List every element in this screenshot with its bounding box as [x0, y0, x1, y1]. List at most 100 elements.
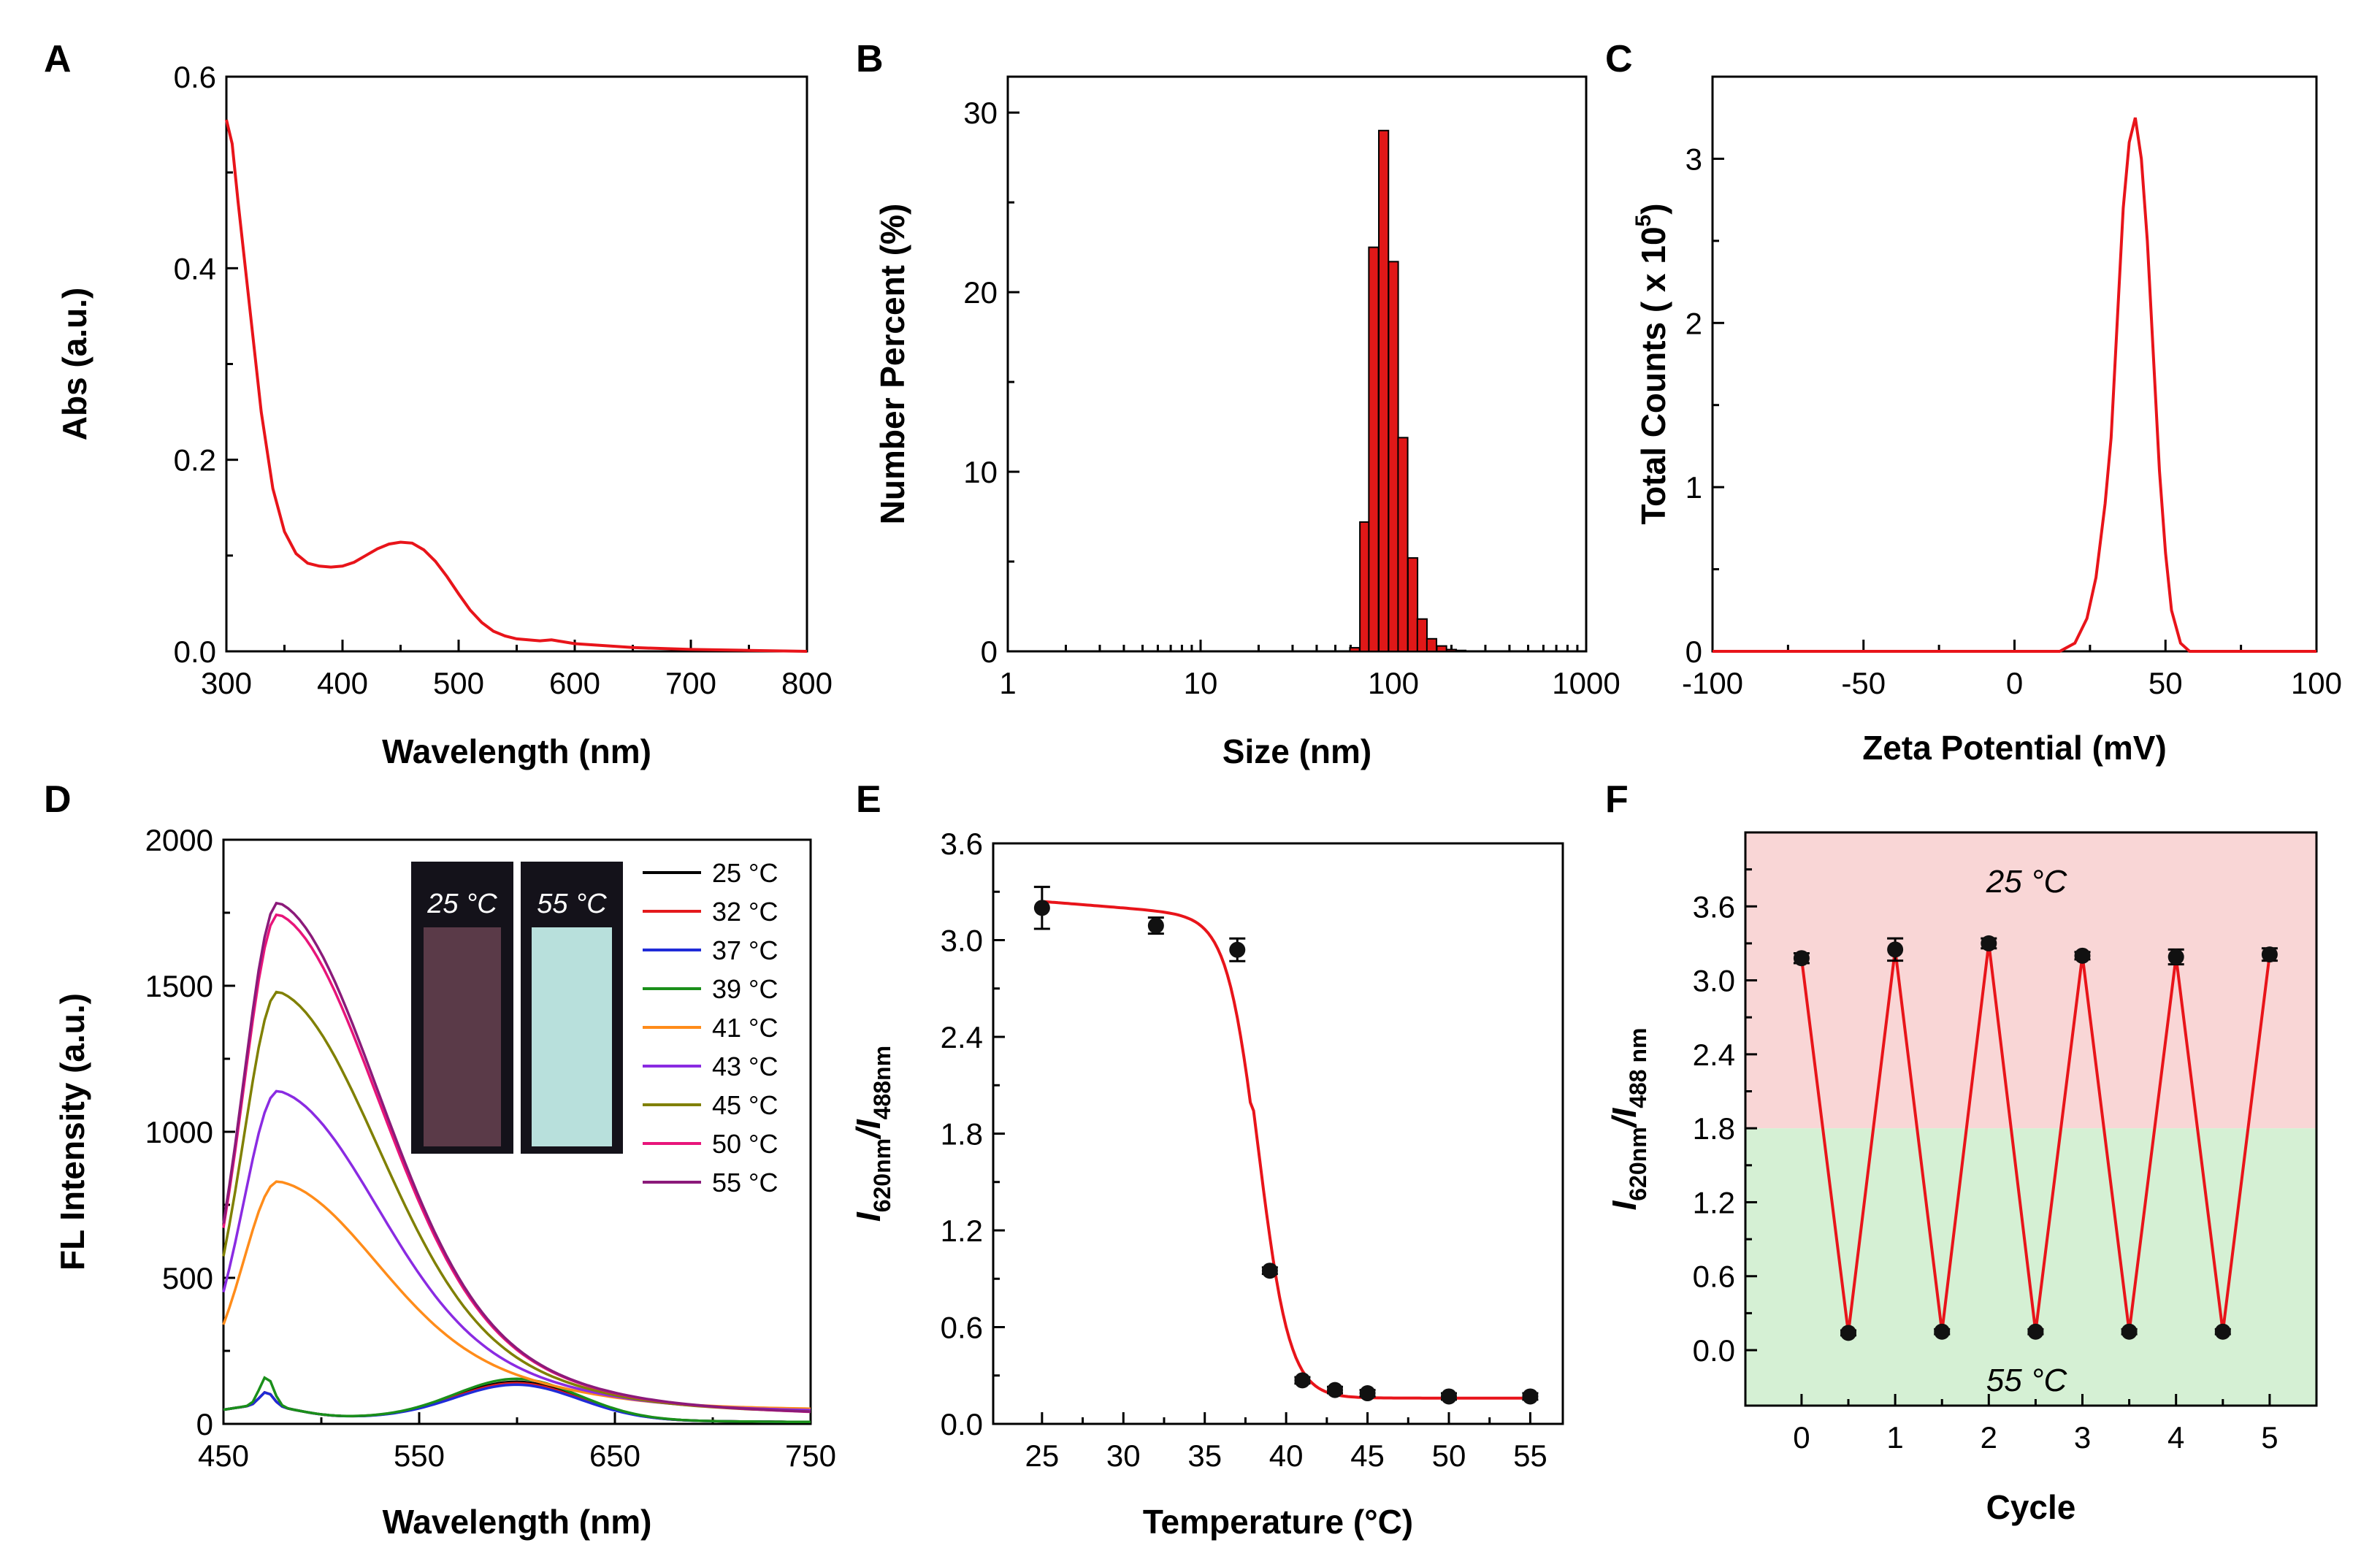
y-tick-label: 3 — [1685, 142, 1702, 176]
legend-label: 32 °C — [712, 897, 778, 927]
panel-label-c: C — [1605, 38, 1633, 80]
x-tick-label: 50 — [1432, 1438, 1466, 1473]
data-point — [1934, 1323, 1951, 1340]
x-tick-label: 450 — [198, 1438, 249, 1473]
y-tick-label: 0.0 — [1693, 1333, 1735, 1368]
fl-spectrum-line — [222, 1180, 811, 1410]
x-tick-label: 5 — [2261, 1420, 2278, 1455]
y-tick-label: 0.2 — [174, 443, 216, 478]
y-tick-label: 1000 — [145, 1115, 213, 1149]
x-tick-label: 700 — [665, 666, 716, 700]
inset-label-25: 25 °C — [426, 889, 497, 919]
x-axis-title: Wavelength (nm) — [382, 732, 651, 770]
fl-spectrum-line — [223, 1380, 811, 1424]
x-tick-label: -100 — [1682, 666, 1743, 700]
y-tick-label: 0 — [1685, 635, 1702, 669]
x-tick-label: 400 — [317, 666, 368, 700]
data-point — [1147, 917, 1164, 934]
y-tick-label: 30 — [963, 96, 998, 130]
plot-frame — [992, 842, 1564, 1425]
x-axis-title: Temperature (°C) — [1143, 1503, 1413, 1541]
x-axis-title: Zeta Potential (mV) — [1862, 729, 2167, 767]
data-point — [2167, 949, 2184, 965]
x-axis-title: Cycle — [1986, 1488, 2076, 1526]
y-tick-label: 1.8 — [941, 1117, 983, 1152]
x-tick-label: 1 — [1886, 1420, 1903, 1455]
band-25c — [1745, 832, 2316, 1129]
legend-label: 41 °C — [712, 1013, 778, 1043]
data-point — [1981, 935, 1997, 951]
inset-cuvette-55 — [532, 927, 612, 1146]
size-bar — [1397, 437, 1409, 652]
y-tick-label: 2000 — [145, 823, 213, 857]
y-tick-label: 0.6 — [941, 1311, 983, 1345]
y-axis-title-mid: /I — [1605, 1108, 1643, 1129]
legend-label: 25 °C — [712, 858, 778, 888]
y-tick-label: 3.6 — [941, 827, 983, 861]
x-tick-label: 600 — [549, 666, 600, 700]
y-tick-label: 3.0 — [941, 924, 983, 958]
panel-f: 0 1 2 3 4 5 0.0 0.6 1.2 1.8 2.4 3.0 3.6 25 °C 55 °C Cyc… — [1605, 778, 2318, 1526]
fit-curve — [1041, 900, 1527, 1400]
size-bar — [1436, 645, 1447, 653]
y-axis-title-sub: 620nm — [1625, 1127, 1651, 1200]
x-axis-title: Wavelength (nm) — [383, 1503, 652, 1541]
y-axis-title-sub: 488nm — [869, 1046, 895, 1119]
y-tick-label: 500 — [162, 1261, 213, 1295]
data-point — [2074, 947, 2091, 964]
inset-cuvette-25 — [424, 927, 501, 1146]
y-tick-label: 1 — [1685, 470, 1702, 505]
size-bar — [1368, 246, 1380, 652]
y-tick-label: 1.2 — [1693, 1185, 1735, 1219]
y-axis-title-sub: 620nm — [869, 1138, 895, 1212]
panel-label-b: B — [856, 38, 884, 80]
y-axis-title-mid: /I — [849, 1119, 887, 1140]
data-point — [1327, 1382, 1343, 1398]
data-point — [1294, 1372, 1311, 1389]
y-tick-label: 0 — [981, 635, 998, 669]
y-axis-title-sup: 5 — [1631, 215, 1656, 227]
panel-c: -100 -50 0 50 100 0 1 2 3 Zeta Potential (mV) Tota… — [1605, 38, 2342, 767]
data-point — [1522, 1388, 1539, 1405]
panel-label-e: E — [856, 778, 881, 821]
y-axis-title: I620nm/I488nm — [849, 1046, 895, 1222]
y-tick-label: 0.6 — [174, 60, 216, 94]
panel-label-d: D — [44, 778, 72, 821]
y-tick-label: 3.0 — [1693, 964, 1735, 998]
panel-b: 1 10 100 1000 0 10 20 30 Size (nm) Number Percent… — [856, 38, 1621, 770]
legend-label: 39 °C — [712, 974, 778, 1004]
data-point — [1359, 1385, 1376, 1402]
x-tick-label: 40 — [1269, 1438, 1304, 1473]
panel-label-f: F — [1605, 778, 1629, 821]
annotation-55c: 55 °C — [1986, 1363, 2068, 1398]
size-bar — [1426, 637, 1438, 652]
y-axis-title-i: I — [849, 1211, 887, 1222]
y-axis-title-i: I — [1605, 1200, 1643, 1211]
y-tick-label: 20 — [963, 275, 998, 310]
fl-spectrum-line — [223, 1383, 811, 1424]
data-point — [1887, 941, 1904, 958]
size-bar — [1359, 521, 1371, 652]
annotation-25c: 25 °C — [1986, 864, 2068, 900]
x-tick-label: 0 — [2006, 666, 2023, 700]
x-tick-label: 550 — [394, 1438, 445, 1473]
data-point — [2027, 1323, 2044, 1340]
size-bar — [1416, 618, 1428, 653]
x-tick-label: 2 — [1981, 1420, 1997, 1455]
fl-spectrum-line — [223, 1382, 811, 1424]
fl-spectrum-line — [223, 1376, 811, 1424]
x-tick-label: 1 — [999, 666, 1016, 700]
x-tick-label: 650 — [589, 1438, 640, 1473]
x-tick-label: 10 — [1184, 666, 1218, 700]
data-point — [2214, 1323, 2231, 1340]
y-tick-label: 0.4 — [174, 251, 216, 286]
x-tick-label: 35 — [1187, 1438, 1222, 1473]
y-tick-label: 2 — [1685, 306, 1702, 340]
x-tick-label: 1000 — [1552, 666, 1620, 700]
y-tick-label: 10 — [963, 455, 998, 489]
x-tick-label: 800 — [781, 666, 833, 700]
y-tick-label: 1500 — [145, 969, 213, 1003]
size-bar — [1349, 647, 1361, 652]
legend-label: 37 °C — [712, 935, 778, 965]
plot-frame — [1006, 75, 1588, 653]
